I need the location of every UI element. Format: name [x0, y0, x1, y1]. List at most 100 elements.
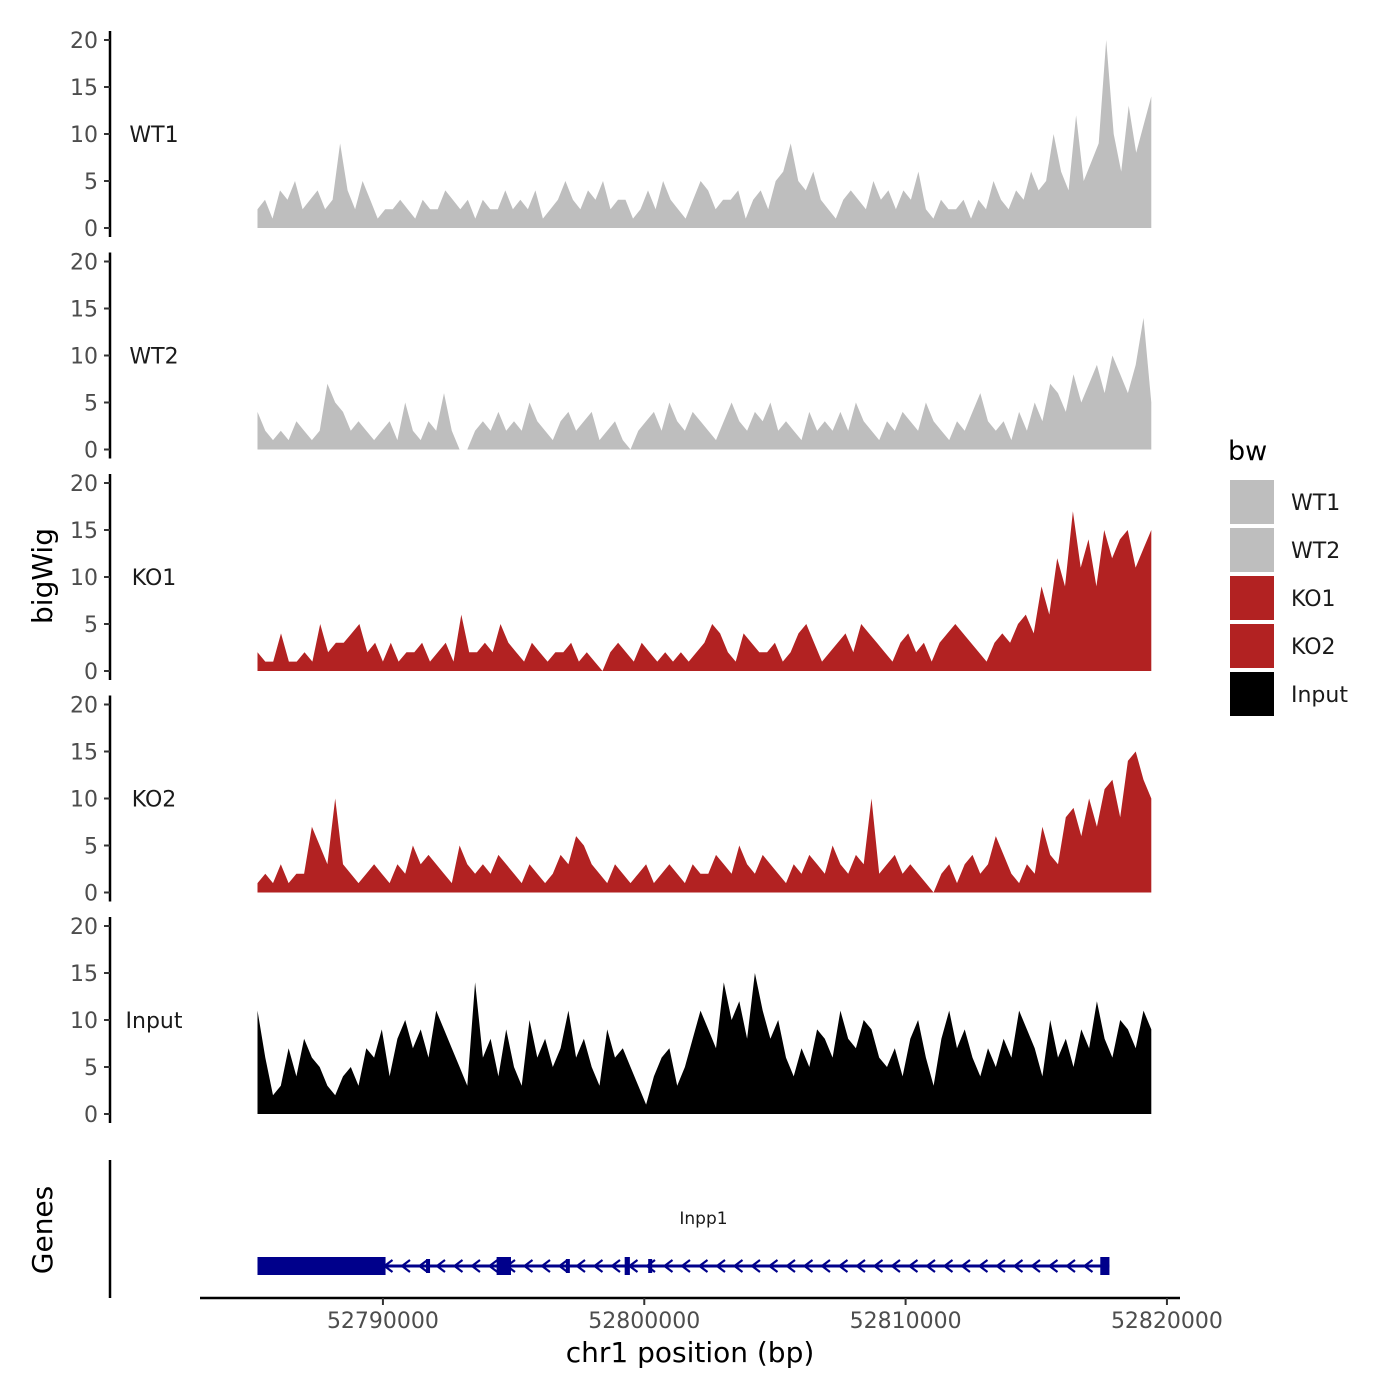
legend-label: KO2: [1291, 635, 1336, 660]
legend-label: KO1: [1291, 587, 1336, 612]
legend-key-wt1: [1230, 480, 1274, 524]
strand-arrow: [942, 1259, 954, 1273]
strand-arrow: [732, 1259, 744, 1273]
y-tick-label: 15: [70, 962, 98, 987]
legend: bw WT1 WT2 KO1 KO2 Input: [1228, 436, 1348, 716]
strand-arrow: [452, 1259, 464, 1273]
x-tick-label: 52820000: [1111, 1309, 1223, 1334]
gene-name-label: Inpp1: [679, 1209, 727, 1229]
y-tick-label: 0: [84, 882, 98, 907]
strand-arrow: [557, 1259, 569, 1273]
x-axis: 52790000 52800000 52810000 52820000: [200, 1296, 1223, 1334]
legend-label: WT1: [1291, 491, 1340, 516]
track-wt1: 0 5 10 15 20 WT1: [70, 29, 1152, 242]
track-label: WT2: [129, 345, 178, 370]
strand-arrow: [890, 1259, 901, 1273]
strand-arrow: [645, 1259, 656, 1273]
strand-arrow: [400, 1259, 411, 1273]
strand-arrow: [820, 1259, 831, 1273]
y-tick-label: 0: [84, 1103, 98, 1128]
strand-arrow: [540, 1259, 551, 1273]
strand-arrow: [1030, 1259, 1041, 1273]
legend-key-ko2: [1230, 624, 1274, 668]
signal-area: [257, 40, 1152, 228]
signal-area: [257, 511, 1152, 671]
y-tick-label: 10: [70, 788, 98, 813]
track-wt2: 0 5 10 15 20 WT2: [70, 251, 1152, 464]
track-label: WT1: [129, 123, 178, 148]
legend-key-ko1: [1230, 576, 1274, 620]
y-tick-label: 10: [70, 345, 98, 370]
track-label: KO2: [132, 788, 177, 813]
y-tick-label: 0: [84, 660, 98, 685]
strand-arrow: [592, 1259, 604, 1273]
track-input: 0 5 10 15 20 Input: [70, 915, 1152, 1128]
strand-arrow: [855, 1259, 866, 1273]
y-tick-label: 5: [84, 170, 98, 195]
y-tick-label: 5: [84, 613, 98, 638]
strand-arrow: [435, 1259, 446, 1273]
signal-area: [257, 317, 1152, 450]
y-tick-label: 15: [70, 76, 98, 101]
gene-track: Inpp1: [108, 1160, 1110, 1298]
strand-arrow: [750, 1259, 761, 1273]
strand-arrow: [872, 1259, 884, 1273]
y-tick-label: 10: [70, 123, 98, 148]
y-tick-label: 15: [70, 519, 98, 544]
strand-arrow: [1082, 1259, 1094, 1273]
legend-title: bw: [1228, 436, 1267, 467]
y-tick-label: 5: [84, 835, 98, 860]
y-tick-label: 15: [70, 741, 98, 766]
gene-exon: [565, 1259, 570, 1273]
strand-arrow: [802, 1259, 814, 1273]
track-label: Input: [126, 1009, 183, 1034]
bigwig-tracks: 0 5 10 15 20 WT1 0 5 10 15 20 WT2 0 5 10 15 20 KO1 0 5 10 15 2…: [70, 29, 1152, 1128]
y-tick-label: 20: [70, 251, 98, 276]
legend-key-input: [1230, 672, 1274, 716]
signal-area: [257, 973, 1152, 1114]
gene-exon: [496, 1257, 511, 1275]
strand-arrow: [522, 1259, 534, 1273]
y-tick-label: 0: [84, 217, 98, 242]
strand-arrow: [837, 1259, 849, 1273]
strand-arrow: [977, 1259, 989, 1273]
strand-arrow: [960, 1259, 971, 1273]
y-tick-label: 20: [70, 29, 98, 54]
legend-label: Input: [1291, 683, 1348, 708]
gene-exon: [648, 1259, 653, 1273]
strand-arrow: [715, 1259, 726, 1273]
strand-arrow: [610, 1259, 621, 1273]
strand-arrow: [1012, 1259, 1024, 1273]
x-tick-label: 52790000: [327, 1309, 439, 1334]
y-tick-label: 20: [70, 472, 98, 497]
x-tick-label: 52800000: [588, 1309, 700, 1334]
y-tick-label: 5: [84, 392, 98, 417]
gene-exon: [426, 1259, 431, 1273]
x-tick-label: 52810000: [850, 1309, 962, 1334]
gene-exon: [257, 1257, 386, 1275]
y-tick-label: 10: [70, 566, 98, 591]
strand-arrow: [1065, 1259, 1076, 1273]
genes-axis-label: Genes: [26, 1186, 59, 1274]
y-tick-label: 0: [84, 439, 98, 464]
strand-arrow: [470, 1259, 481, 1273]
y-tick-label: 10: [70, 1009, 98, 1034]
strand-arrow: [767, 1259, 779, 1273]
strand-arrow: [1047, 1259, 1059, 1273]
track-ko1: 0 5 10 15 20 KO1: [70, 472, 1152, 685]
strand-arrow: [697, 1259, 709, 1273]
strand-arrow: [925, 1259, 936, 1273]
strand-arrow: [662, 1259, 674, 1273]
strand-arrow: [907, 1259, 919, 1273]
strand-arrow: [575, 1259, 586, 1273]
y-tick-label: 20: [70, 915, 98, 940]
gene-exon: [624, 1257, 630, 1275]
legend-key-wt2: [1230, 528, 1274, 572]
y-axis-label: bigWig: [26, 528, 59, 624]
signal-area: [257, 751, 1152, 893]
y-tick-label: 15: [70, 298, 98, 323]
track-ko2: 0 5 10 15 20 KO2: [70, 694, 1152, 907]
x-axis-label: chr1 position (bp): [566, 1336, 815, 1369]
gene-exon: [1100, 1257, 1110, 1275]
y-tick-label: 5: [84, 1056, 98, 1081]
